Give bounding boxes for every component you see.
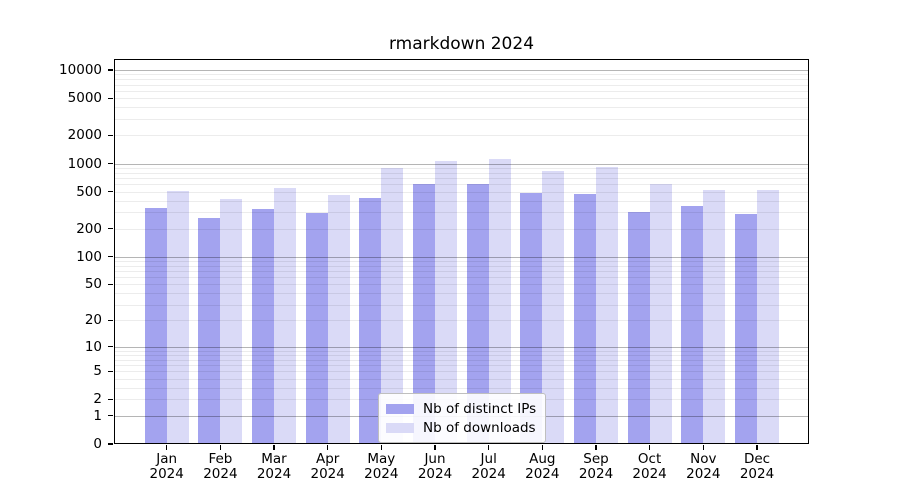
y-tick-mark (108, 415, 113, 417)
bar-downloads-aug (542, 170, 565, 444)
y-tick-label: 2 (93, 391, 102, 408)
bar-distinct-ips-jan (144, 207, 167, 444)
y-tick-mark (108, 319, 113, 321)
bar-distinct-ips-may (359, 197, 382, 444)
x-tick-label-mar: Mar 2024 (256, 451, 292, 482)
legend-swatch (386, 403, 414, 414)
bar-distinct-ips-apr (305, 212, 328, 444)
bar-downloads-jan (166, 190, 189, 444)
x-tick-label-oct: Oct 2024 (632, 451, 667, 482)
y-tick-mark (108, 370, 113, 372)
legend-label: Nb of downloads (423, 419, 536, 436)
bar-distinct-ips-jul (466, 183, 489, 444)
legend-swatch (386, 422, 414, 433)
x-tick-label-feb: Feb 2024 (203, 451, 238, 482)
y-tick-label: 200 (76, 220, 102, 237)
x-tick-mark (541, 444, 543, 450)
bar-downloads-jul (488, 158, 511, 444)
x-tick-mark (756, 444, 758, 450)
bar-downloads-apr (327, 194, 350, 444)
bar-distinct-ips-dec (735, 213, 757, 444)
y-tick-label: 5000 (67, 90, 102, 107)
x-tick-mark (327, 444, 329, 450)
plot-area (114, 59, 809, 444)
x-tick-mark (273, 444, 275, 450)
legend-item: Nb of distinct IPs (386, 399, 536, 418)
y-tick-mark (108, 97, 113, 99)
y-tick-mark (108, 162, 113, 165)
x-tick-label-jan: Jan 2024 (149, 451, 184, 482)
bar-distinct-ips-mar (252, 209, 274, 444)
x-tick-mark (595, 444, 597, 450)
bar-downloads-oct (649, 184, 672, 444)
y-tick-label: 1000 (67, 155, 102, 172)
x-tick-label-nov: Nov 2024 (686, 451, 721, 482)
y-tick-label: 50 (84, 276, 102, 293)
y-tick-mark (108, 443, 113, 445)
bar-distinct-ips-nov (681, 206, 704, 444)
y-tick-mark (108, 283, 113, 285)
bar-downloads-may (381, 168, 404, 444)
y-tick-mark (108, 69, 113, 71)
bar-downloads-jun (435, 160, 457, 444)
x-tick-label-sep: Sep 2024 (578, 451, 614, 482)
x-tick-mark (380, 444, 382, 450)
x-tick-mark (219, 444, 221, 450)
y-tick-label: 500 (76, 183, 102, 200)
bar-downloads-feb (220, 198, 243, 444)
x-tick-mark (702, 444, 704, 450)
y-tick-label: 0 (93, 436, 102, 452)
y-tick-mark (108, 256, 113, 258)
y-tick-label: 10 (84, 338, 102, 355)
y-tick-label: 2000 (67, 127, 102, 144)
y-tick-mark (108, 346, 113, 348)
bar-distinct-ips-feb (198, 218, 221, 444)
y-tick-mark (108, 398, 113, 400)
x-tick-mark (649, 444, 651, 450)
chart-title: rmarkdown 2024 (388, 34, 535, 54)
bar-downloads-nov (703, 190, 726, 444)
y-tick-mark (108, 228, 113, 230)
bar-distinct-ips-aug (520, 193, 543, 444)
y-tick-label: 10000 (59, 62, 102, 78)
x-tick-label-jun: Jun 2024 (417, 451, 453, 482)
y-tick-label: 20 (84, 312, 102, 329)
y-tick-label: 1 (93, 407, 102, 424)
bars-layer (114, 59, 809, 444)
y-tick-mark (108, 134, 113, 136)
y-tick-label: 100 (76, 248, 102, 265)
bar-downloads-mar (274, 188, 296, 444)
bar-distinct-ips-jun (413, 183, 435, 444)
bar-downloads-dec (757, 190, 779, 444)
x-tick-label-dec: Dec 2024 (739, 451, 775, 482)
y-tick-mark (108, 191, 113, 193)
x-tick-label-jul: Jul 2024 (471, 451, 506, 482)
x-tick-label-aug: Aug 2024 (525, 451, 560, 482)
x-tick-label-apr: Apr 2024 (310, 451, 345, 482)
legend-label: Nb of distinct IPs (423, 400, 537, 417)
bar-distinct-ips-sep (574, 193, 596, 444)
bar-distinct-ips-oct (627, 212, 650, 444)
x-tick-label-may: May 2024 (364, 451, 399, 482)
bar-downloads-sep (596, 166, 618, 444)
x-tick-mark (488, 444, 490, 450)
legend-item: Nb of downloads (386, 418, 536, 437)
y-tick-label: 5 (93, 363, 102, 380)
x-tick-mark (166, 444, 168, 450)
legend: Nb of distinct IPs Nb of downloads (378, 393, 547, 443)
x-tick-mark (434, 444, 436, 450)
